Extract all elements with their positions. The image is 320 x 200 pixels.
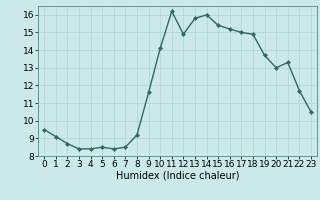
X-axis label: Humidex (Indice chaleur): Humidex (Indice chaleur) [116,171,239,181]
